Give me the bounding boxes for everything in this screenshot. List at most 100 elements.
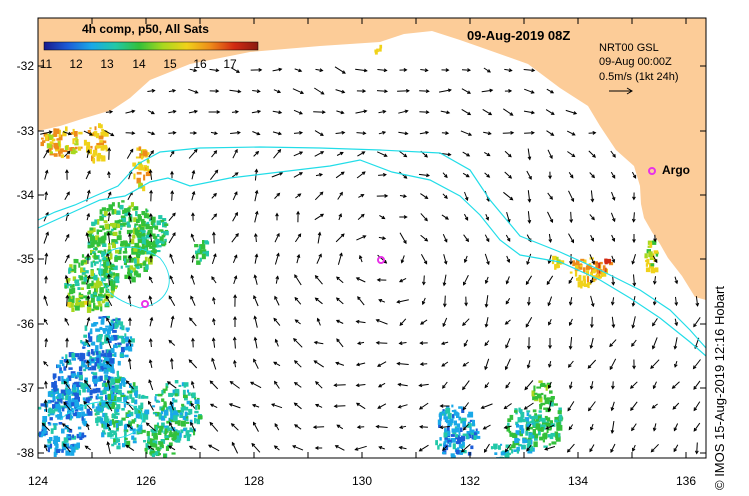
sst-pixel	[54, 128, 60, 134]
sst-pixel	[61, 397, 65, 400]
current-arrow	[566, 443, 575, 453]
sst-pixel	[147, 229, 153, 234]
sst-pixel	[93, 292, 97, 295]
current-arrow	[631, 316, 636, 329]
current-arrow	[335, 171, 345, 179]
sst-pixel	[529, 433, 533, 439]
sst-pixel	[130, 270, 133, 274]
sst-pixel	[57, 141, 60, 147]
current-arrow	[631, 171, 637, 179]
sst-pixel	[473, 432, 477, 436]
sst-pixel	[121, 200, 125, 203]
current-arrow	[169, 150, 175, 158]
sst-pixel	[588, 263, 592, 266]
sst-pixel	[68, 268, 71, 274]
current-arrow	[338, 213, 342, 221]
sst-pixel	[97, 358, 102, 365]
sst-pixel	[110, 403, 116, 408]
sst-pixel	[161, 390, 164, 395]
sst-pixel	[67, 411, 72, 416]
sst-pixel	[101, 420, 106, 425]
current-arrow	[170, 315, 175, 328]
current-arrow	[335, 297, 344, 305]
sst-pixel	[520, 411, 525, 418]
sst-pixel	[104, 334, 109, 340]
sst-pixel	[142, 150, 148, 157]
current-arrow	[273, 361, 281, 367]
sst-pixel	[460, 451, 463, 455]
current-arrow	[651, 337, 658, 350]
current-arrow	[190, 380, 195, 389]
sst-pixel	[104, 223, 110, 230]
sst-pixel	[41, 424, 46, 430]
current-arrow	[569, 253, 573, 266]
sst-pixel	[134, 166, 139, 170]
sst-pixel	[84, 341, 88, 346]
current-arrow	[505, 338, 511, 349]
sst-pixel	[79, 374, 83, 380]
sst-pixel	[61, 449, 64, 453]
current-arrow	[590, 295, 595, 308]
sst-pixel	[569, 271, 573, 274]
argo-float-marker[interactable]	[377, 256, 385, 264]
sst-pixel	[80, 301, 85, 306]
sst-pixel	[105, 288, 110, 293]
sst-pixel	[149, 451, 154, 455]
current-arrow	[568, 297, 573, 306]
sst-pixel	[66, 377, 69, 382]
sst-pixel	[134, 242, 140, 249]
current-arrow	[484, 172, 491, 178]
current-arrow	[293, 381, 302, 388]
sst-pixel	[95, 409, 100, 415]
sst-pixel	[89, 304, 92, 310]
sst-pixel	[514, 437, 519, 444]
sst-pixel	[187, 389, 190, 393]
sst-pixel	[140, 229, 143, 232]
sst-pixel	[136, 424, 139, 428]
sst-pixel	[130, 238, 135, 244]
current-arrow	[397, 89, 410, 93]
sst-pixel	[161, 410, 164, 415]
sst-pixel	[90, 145, 93, 149]
sst-pixel	[96, 393, 99, 399]
sst-pixel	[83, 260, 87, 263]
sst-pixel	[527, 437, 532, 441]
current-arrow	[292, 88, 305, 94]
current-arrow	[524, 380, 534, 391]
current-arrow	[526, 423, 532, 431]
current-arrow	[462, 380, 470, 391]
sst-pixel	[473, 435, 477, 440]
argo-float-marker[interactable]	[648, 167, 656, 175]
current-arrow	[506, 211, 511, 223]
sst-pixel	[129, 411, 134, 417]
sst-pixel	[177, 410, 182, 413]
sst-pixel	[55, 439, 58, 444]
sst-pixel	[127, 345, 132, 349]
sst-pixel	[453, 409, 457, 416]
sst-pixel	[134, 264, 138, 267]
sst-pixel	[523, 418, 527, 422]
sst-pixel	[116, 235, 122, 241]
argo-float-marker[interactable]	[141, 300, 149, 308]
current-arrow	[275, 212, 279, 221]
sst-pixel	[61, 376, 64, 382]
current-arrow	[505, 234, 511, 242]
current-arrow	[44, 337, 49, 348]
sst-pixel	[105, 418, 110, 424]
current-arrow	[231, 441, 239, 454]
current-arrow	[85, 274, 91, 285]
sst-pixel	[134, 418, 137, 422]
sst-pixel	[158, 453, 161, 456]
current-arrow	[168, 212, 176, 222]
current-arrow	[232, 336, 237, 349]
sst-pixel	[90, 132, 95, 137]
sst-pixel	[586, 270, 590, 276]
sst-pixel	[516, 423, 520, 428]
sst-pixel	[113, 265, 118, 271]
current-arrow	[232, 148, 238, 159]
current-arrow	[398, 425, 407, 429]
sst-pixel	[139, 264, 143, 269]
sst-pixel	[125, 265, 131, 268]
sst-pixel	[176, 430, 181, 435]
